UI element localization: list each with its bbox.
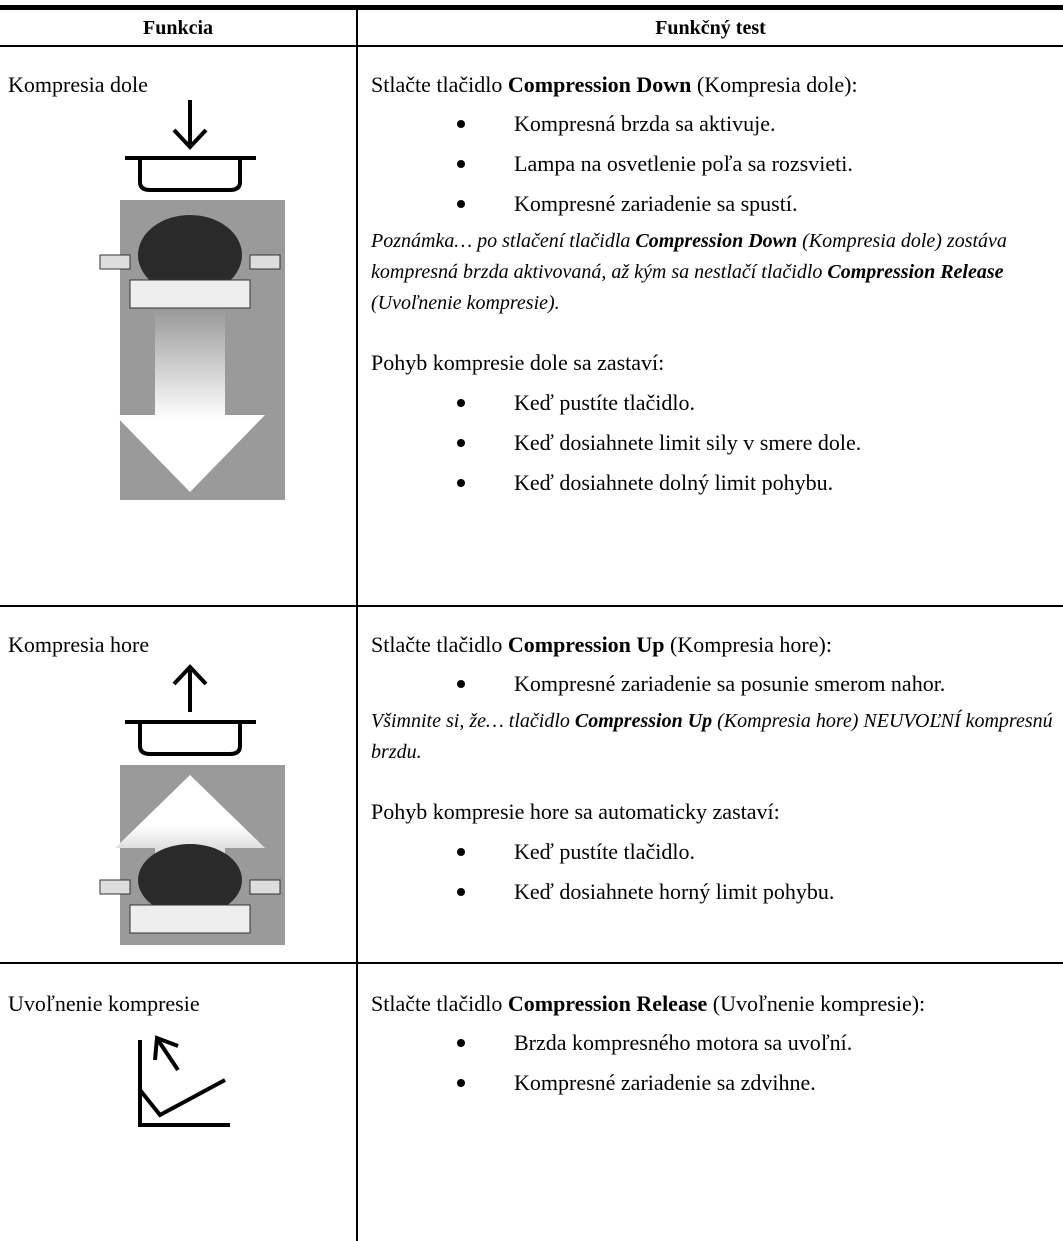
bullet-text: Kompresné zariadenie sa posunie smerom n… — [514, 671, 946, 696]
text: (Kompresia hore) NEUVOĽNÍ kompresnú brzd… — [371, 710, 1053, 763]
header-border — [0, 45, 1063, 47]
button-name: Compression Release — [507, 991, 708, 1016]
text: (Uvoľnenie kompresie): — [707, 991, 926, 1016]
function-name: Kompresia dole — [8, 72, 148, 97]
bullet-text: Kompresná brzda sa aktivuje. — [514, 111, 776, 136]
instruction: Stlačte tlačidlo Compression Down (Kompr… — [371, 66, 1055, 104]
bullet-item: Keď pustíte tlačidlo. — [371, 383, 1055, 423]
bullet-text: Kompresné zariadenie sa zdvihne. — [514, 1070, 816, 1095]
compression-down-photo — [99, 200, 285, 500]
bullet — [457, 399, 465, 407]
bullet-item: Keď dosiahnete horný limit pohybu. — [371, 872, 1055, 912]
button-name: Compression Down — [507, 72, 692, 97]
text: (Uvoľnenie kompresie). — [371, 292, 560, 314]
compression-up-icon — [125, 664, 256, 756]
bullet-text: Keď pustíte tlačidlo. — [514, 839, 696, 864]
row-border — [0, 605, 1063, 607]
bullet — [457, 1039, 465, 1047]
text: (Kompresia hore): — [664, 632, 832, 657]
text: Stlačte tlačidlo — [371, 991, 508, 1016]
button-name: Compression Up — [574, 710, 713, 732]
text: Poznámka… po stlačení tlačidla — [371, 230, 636, 252]
instruction: Stlačte tlačidlo Compression Up (Kompres… — [371, 626, 1055, 664]
function-name: Uvoľnenie kompresie — [8, 991, 200, 1016]
text: Stlačte tlačidlo — [371, 632, 508, 657]
button-name: Compression Down — [635, 230, 798, 252]
text: Stlačte tlačidlo — [371, 72, 508, 97]
column-header: Funkcia — [142, 17, 214, 39]
bullet-list: Kompresné zariadenie sa posunie smerom n… — [371, 664, 1055, 704]
text: (Kompresia dole) zostáva kompresná brzda… — [371, 230, 1007, 283]
compression-release-icon — [138, 1035, 230, 1127]
note: Poznámka… po stlačení tlačidla Compressi… — [371, 226, 1055, 319]
bullet-text: Keď pustíte tlačidlo. — [514, 390, 696, 415]
table-top-border — [0, 5, 1063, 10]
bullet-item: Kompresné zariadenie sa posunie smerom n… — [371, 664, 1055, 704]
stop-heading: Pohyb kompresie dole sa zastaví: — [371, 350, 665, 375]
compression-up-photo — [99, 765, 285, 945]
button-name: Compression Release — [827, 261, 1004, 283]
bullet — [457, 439, 465, 447]
bullet-item: Keď dosiahnete dolný limit pohybu. — [371, 463, 1055, 503]
bullet-item: Keď pustíte tlačidlo. — [371, 832, 1055, 872]
bullet-text: Kompresné zariadenie sa spustí. — [514, 191, 798, 216]
test-cell: Stlačte tlačidlo Compression Release (Uv… — [371, 985, 1055, 1103]
note: Všimnite si, že… tlačidlo Compression Up… — [371, 706, 1055, 768]
bullet-text: Brzda kompresného motora sa uvoľní. — [514, 1030, 853, 1055]
bullet — [457, 1079, 465, 1087]
instruction: Stlačte tlačidlo Compression Release (Uv… — [371, 985, 1055, 1023]
row-border — [0, 962, 1063, 964]
text: (Kompresia dole): — [691, 72, 858, 97]
bullet — [457, 888, 465, 896]
bullet-list: Keď pustíte tlačidlo. Keď dosiahnete limi… — [371, 383, 1055, 503]
bullet-list: Keď pustíte tlačidlo. Keď dosiahnete horn… — [371, 832, 1055, 912]
bullet-text: Keď dosiahnete dolný limit pohybu. — [514, 470, 834, 495]
bullet-item: Kompresné zariadenie sa zdvihne. — [371, 1063, 1055, 1103]
button-name: Compression Up — [507, 632, 665, 657]
icons — [99, 100, 285, 1127]
bullet — [457, 160, 465, 168]
function-name: Kompresia hore — [8, 632, 150, 657]
bullet — [457, 120, 465, 128]
bullet — [457, 479, 465, 487]
bullet-item: Lampa na osvetlenie poľa sa rozsvieti. — [371, 144, 1055, 184]
bullet-item: Kompresná brzda sa aktivuje. — [371, 104, 1055, 144]
stop-heading: Pohyb kompresie hore sa automaticky zast… — [371, 799, 780, 824]
bullet-text: Lampa na osvetlenie poľa sa rozsvieti. — [514, 151, 853, 176]
bullet — [457, 680, 465, 688]
column-header: Funkčný test — [655, 17, 766, 39]
test-cell: Stlačte tlačidlo Compression Up (Kompres… — [371, 626, 1055, 912]
bullet-item: Keď dosiahnete limit sily v smere dole. — [371, 423, 1055, 463]
bullet-item: Brzda kompresného motora sa uvoľní. — [371, 1023, 1055, 1063]
bullet — [457, 848, 465, 856]
bullet-text: Keď dosiahnete limit sily v smere dole. — [514, 430, 862, 455]
test-cell: Stlačte tlačidlo Compression Down (Kompr… — [371, 66, 1055, 503]
column-divider — [356, 10, 358, 1241]
bullet-list: Kompresná brzda sa aktivuje. Lampa na osv… — [371, 104, 1055, 224]
bullet — [457, 200, 465, 208]
bullet-list: Brzda kompresného motora sa uvoľní. Kompr… — [371, 1023, 1055, 1103]
bullet-text: Keď dosiahnete horný limit pohybu. — [514, 879, 835, 904]
text: Všimnite si, že… tlačidlo — [371, 710, 575, 732]
compression-down-icon — [125, 100, 256, 192]
bullet-item: Kompresné zariadenie sa spustí. — [371, 184, 1055, 224]
